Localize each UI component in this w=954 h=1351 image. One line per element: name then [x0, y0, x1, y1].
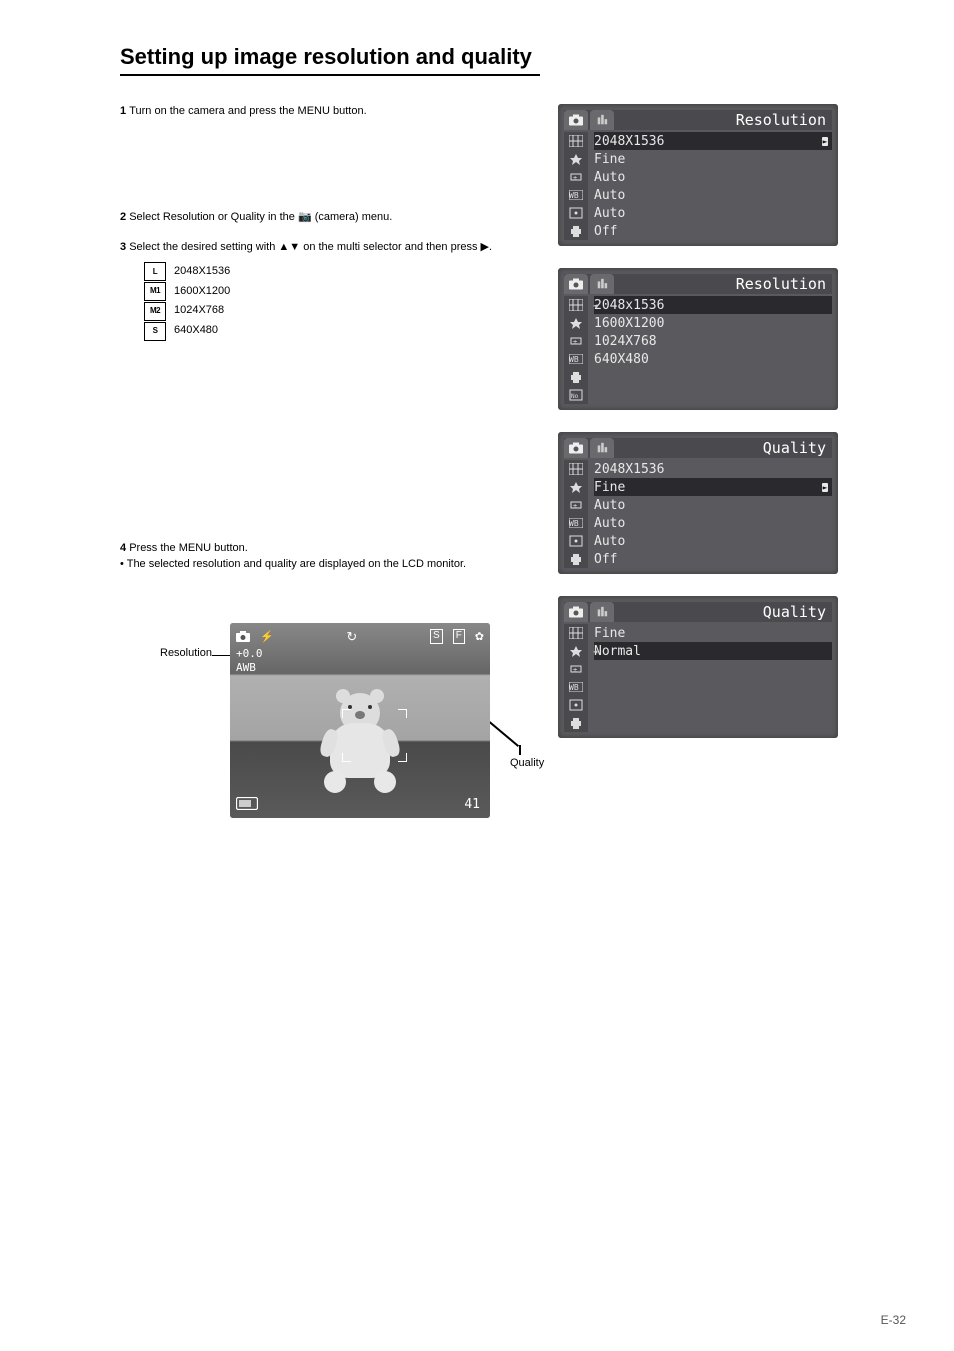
svg-text:No: No: [571, 393, 579, 400]
flash-icon: ⚡: [260, 630, 274, 643]
menu-row-quality[interactable]: Fine: [594, 150, 832, 168]
subject-teddy: [320, 693, 400, 793]
svg-text:±: ±: [573, 174, 577, 182]
tab-setup[interactable]: [590, 438, 614, 458]
menu-panel-quality-options: Quality ± WB Fine Normal: [558, 596, 838, 738]
shots-remaining: 41: [464, 797, 480, 812]
panel-title: Resolution: [616, 111, 832, 129]
card-icon: [236, 797, 258, 810]
menu-icon-print: [569, 222, 583, 240]
option-2048[interactable]: 2048x1536: [594, 296, 832, 314]
menu-icon-quality: [569, 478, 583, 496]
tab-setup[interactable]: [590, 274, 614, 294]
menu-icon-resolution: [569, 460, 583, 478]
lcd-preview: ⚡ ↻ S F ✿ +0.0 AWB: [230, 623, 490, 818]
menu-icon-wb: WB: [569, 186, 583, 204]
quality-indicator: F: [453, 629, 465, 644]
tab-camera[interactable]: [564, 110, 588, 130]
ev-value: +0.0: [236, 647, 263, 661]
menu-row-print[interactable]: Off: [594, 550, 832, 568]
menu-panel-quality-main: Quality ± WB 2048X1536 Fine Auto: [558, 432, 838, 574]
menu-icon-ev: ±: [569, 660, 583, 678]
chevron-left-icon: [590, 300, 600, 310]
res-icon-m1: M1: [144, 282, 166, 301]
step-1: 1 Turn on the camera and press the MENU …: [120, 104, 540, 120]
menu-icon-print: [569, 714, 583, 732]
menu-row-quality[interactable]: Fine: [594, 478, 832, 496]
live-preview-block: Resolution Quality ⚡ ↻ S F ✿: [120, 623, 540, 818]
svg-text:WB: WB: [569, 355, 579, 364]
menu-row-metering[interactable]: Auto: [594, 204, 832, 222]
menu-icon-metering: [569, 532, 583, 550]
option-normal[interactable]: Normal: [594, 642, 832, 660]
tab-camera[interactable]: [564, 602, 588, 622]
svg-text:±: ±: [573, 338, 577, 346]
step-2: 2 Select Resolution or Quality in the 📷 …: [120, 210, 540, 226]
page-number: E-32: [881, 1313, 906, 1327]
option-640[interactable]: 640X480: [594, 350, 832, 368]
menu-row-ev[interactable]: Auto: [594, 168, 832, 186]
tab-setup[interactable]: [590, 602, 614, 622]
menu-icon-ev: ±: [569, 168, 583, 186]
menu-row-resolution[interactable]: 2048X1536: [594, 132, 832, 150]
tab-setup[interactable]: [590, 110, 614, 130]
page-title: Setting up image resolution and quality: [120, 44, 894, 70]
menu-panel-resolution-main: Resolution ± WB 2048X1536 Fine Auto: [558, 104, 838, 246]
menu-row-wb[interactable]: Auto: [594, 186, 832, 204]
menu-row-print[interactable]: Off: [594, 222, 832, 240]
option-fine[interactable]: Fine: [594, 624, 832, 642]
callout-resolution: Resolution: [160, 647, 212, 659]
tab-camera[interactable]: [564, 438, 588, 458]
menu-icon-reset: No: [569, 386, 583, 404]
menu-icon-resolution: [569, 296, 583, 314]
camera-icon: [236, 631, 250, 642]
panel-title: Resolution: [616, 275, 832, 293]
menu-icon-metering: [569, 204, 583, 222]
heading-rule: [120, 74, 540, 76]
option-1024[interactable]: 1024X768: [594, 332, 832, 350]
menu-icon-print: [569, 550, 583, 568]
menu-panel-resolution-options: Resolution ± WB No 2048x1536 1600X1200: [558, 268, 838, 410]
menu-icon-print: [569, 368, 583, 386]
svg-text:±: ±: [573, 666, 577, 674]
callout-quality: Quality: [510, 757, 544, 769]
menu-icon-ev: ±: [569, 496, 583, 514]
menu-icon-resolution: [569, 624, 583, 642]
chevron-left-icon: [590, 646, 600, 656]
timer-icon: ↻: [346, 629, 357, 645]
svg-text:±: ±: [573, 502, 577, 510]
step-3: 3 Select the desired setting with ▲▼ on …: [120, 240, 540, 341]
resolution-icon-legend: L2048X1536 M11600X1200 M21024X768 S640X4…: [144, 262, 540, 341]
chevron-right-icon: [820, 136, 830, 146]
menu-icon-wb: WB: [569, 514, 583, 532]
svg-text:WB: WB: [569, 519, 579, 528]
step-4: 4 Press the MENU button. • The selected …: [120, 541, 540, 573]
setup-icon: ✿: [475, 630, 484, 643]
panel-title: Quality: [616, 603, 832, 621]
menu-icon-quality: [569, 150, 583, 168]
svg-text:WB: WB: [569, 191, 579, 200]
menu-icon-metering: [569, 696, 583, 714]
option-1600[interactable]: 1600X1200: [594, 314, 832, 332]
menu-row-metering[interactable]: Auto: [594, 532, 832, 550]
tab-camera[interactable]: [564, 274, 588, 294]
panel-title: Quality: [616, 439, 832, 457]
menu-icon-quality: [569, 642, 583, 660]
menu-row-ev[interactable]: Auto: [594, 496, 832, 514]
res-icon-large: L: [144, 262, 166, 281]
menu-row-resolution[interactable]: 2048X1536: [594, 460, 832, 478]
menu-icon-wb: WB: [569, 678, 583, 696]
menu-icon-ev: ±: [569, 332, 583, 350]
awb-value: AWB: [236, 661, 263, 675]
menu-row-wb[interactable]: Auto: [594, 514, 832, 532]
svg-text:WB: WB: [569, 683, 579, 692]
menu-icon-resolution: [569, 132, 583, 150]
menu-icon-wb: WB: [569, 350, 583, 368]
menu-icon-quality: [569, 314, 583, 332]
chevron-right-icon: [820, 482, 830, 492]
res-icon-m2: M2: [144, 302, 166, 321]
resolution-indicator: S: [430, 629, 443, 644]
res-icon-small: S: [144, 322, 166, 341]
